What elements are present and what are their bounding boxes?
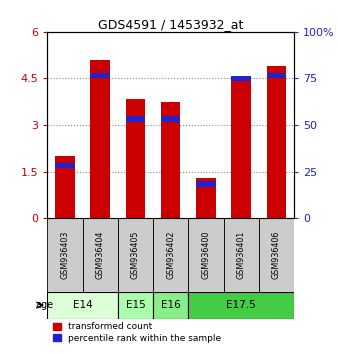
Bar: [161, 102, 180, 218]
Bar: [267, 73, 286, 78]
Text: E15: E15: [125, 300, 145, 310]
Bar: [47, 218, 82, 292]
Bar: [82, 218, 118, 292]
Bar: [55, 162, 75, 168]
Text: GSM936402: GSM936402: [166, 230, 175, 279]
Bar: [126, 99, 145, 218]
Text: E14: E14: [73, 300, 93, 310]
Text: GSM936404: GSM936404: [96, 231, 105, 279]
Bar: [126, 116, 145, 121]
Text: age: age: [35, 300, 53, 310]
Bar: [55, 156, 75, 218]
Bar: [153, 292, 188, 319]
Bar: [188, 218, 223, 292]
Bar: [118, 218, 153, 292]
Bar: [223, 218, 259, 292]
Bar: [267, 66, 286, 218]
Bar: [259, 218, 294, 292]
Text: GSM936403: GSM936403: [61, 231, 69, 279]
Title: GDS4591 / 1453932_at: GDS4591 / 1453932_at: [98, 18, 243, 31]
Bar: [91, 60, 110, 218]
Bar: [118, 292, 153, 319]
Text: E16: E16: [161, 300, 180, 310]
Bar: [153, 218, 188, 292]
Bar: [232, 80, 251, 218]
Bar: [188, 292, 294, 319]
Text: GSM936406: GSM936406: [272, 231, 281, 279]
Bar: [161, 116, 180, 121]
Bar: [232, 76, 251, 81]
Bar: [196, 178, 216, 218]
Text: GSM936405: GSM936405: [131, 230, 140, 279]
Legend: transformed count, percentile rank within the sample: transformed count, percentile rank withi…: [52, 321, 222, 344]
Text: GSM936401: GSM936401: [237, 231, 246, 279]
Text: GSM936400: GSM936400: [201, 231, 211, 279]
Text: E17.5: E17.5: [226, 300, 256, 310]
Bar: [47, 292, 118, 319]
Bar: [91, 73, 110, 78]
Bar: [196, 181, 216, 187]
